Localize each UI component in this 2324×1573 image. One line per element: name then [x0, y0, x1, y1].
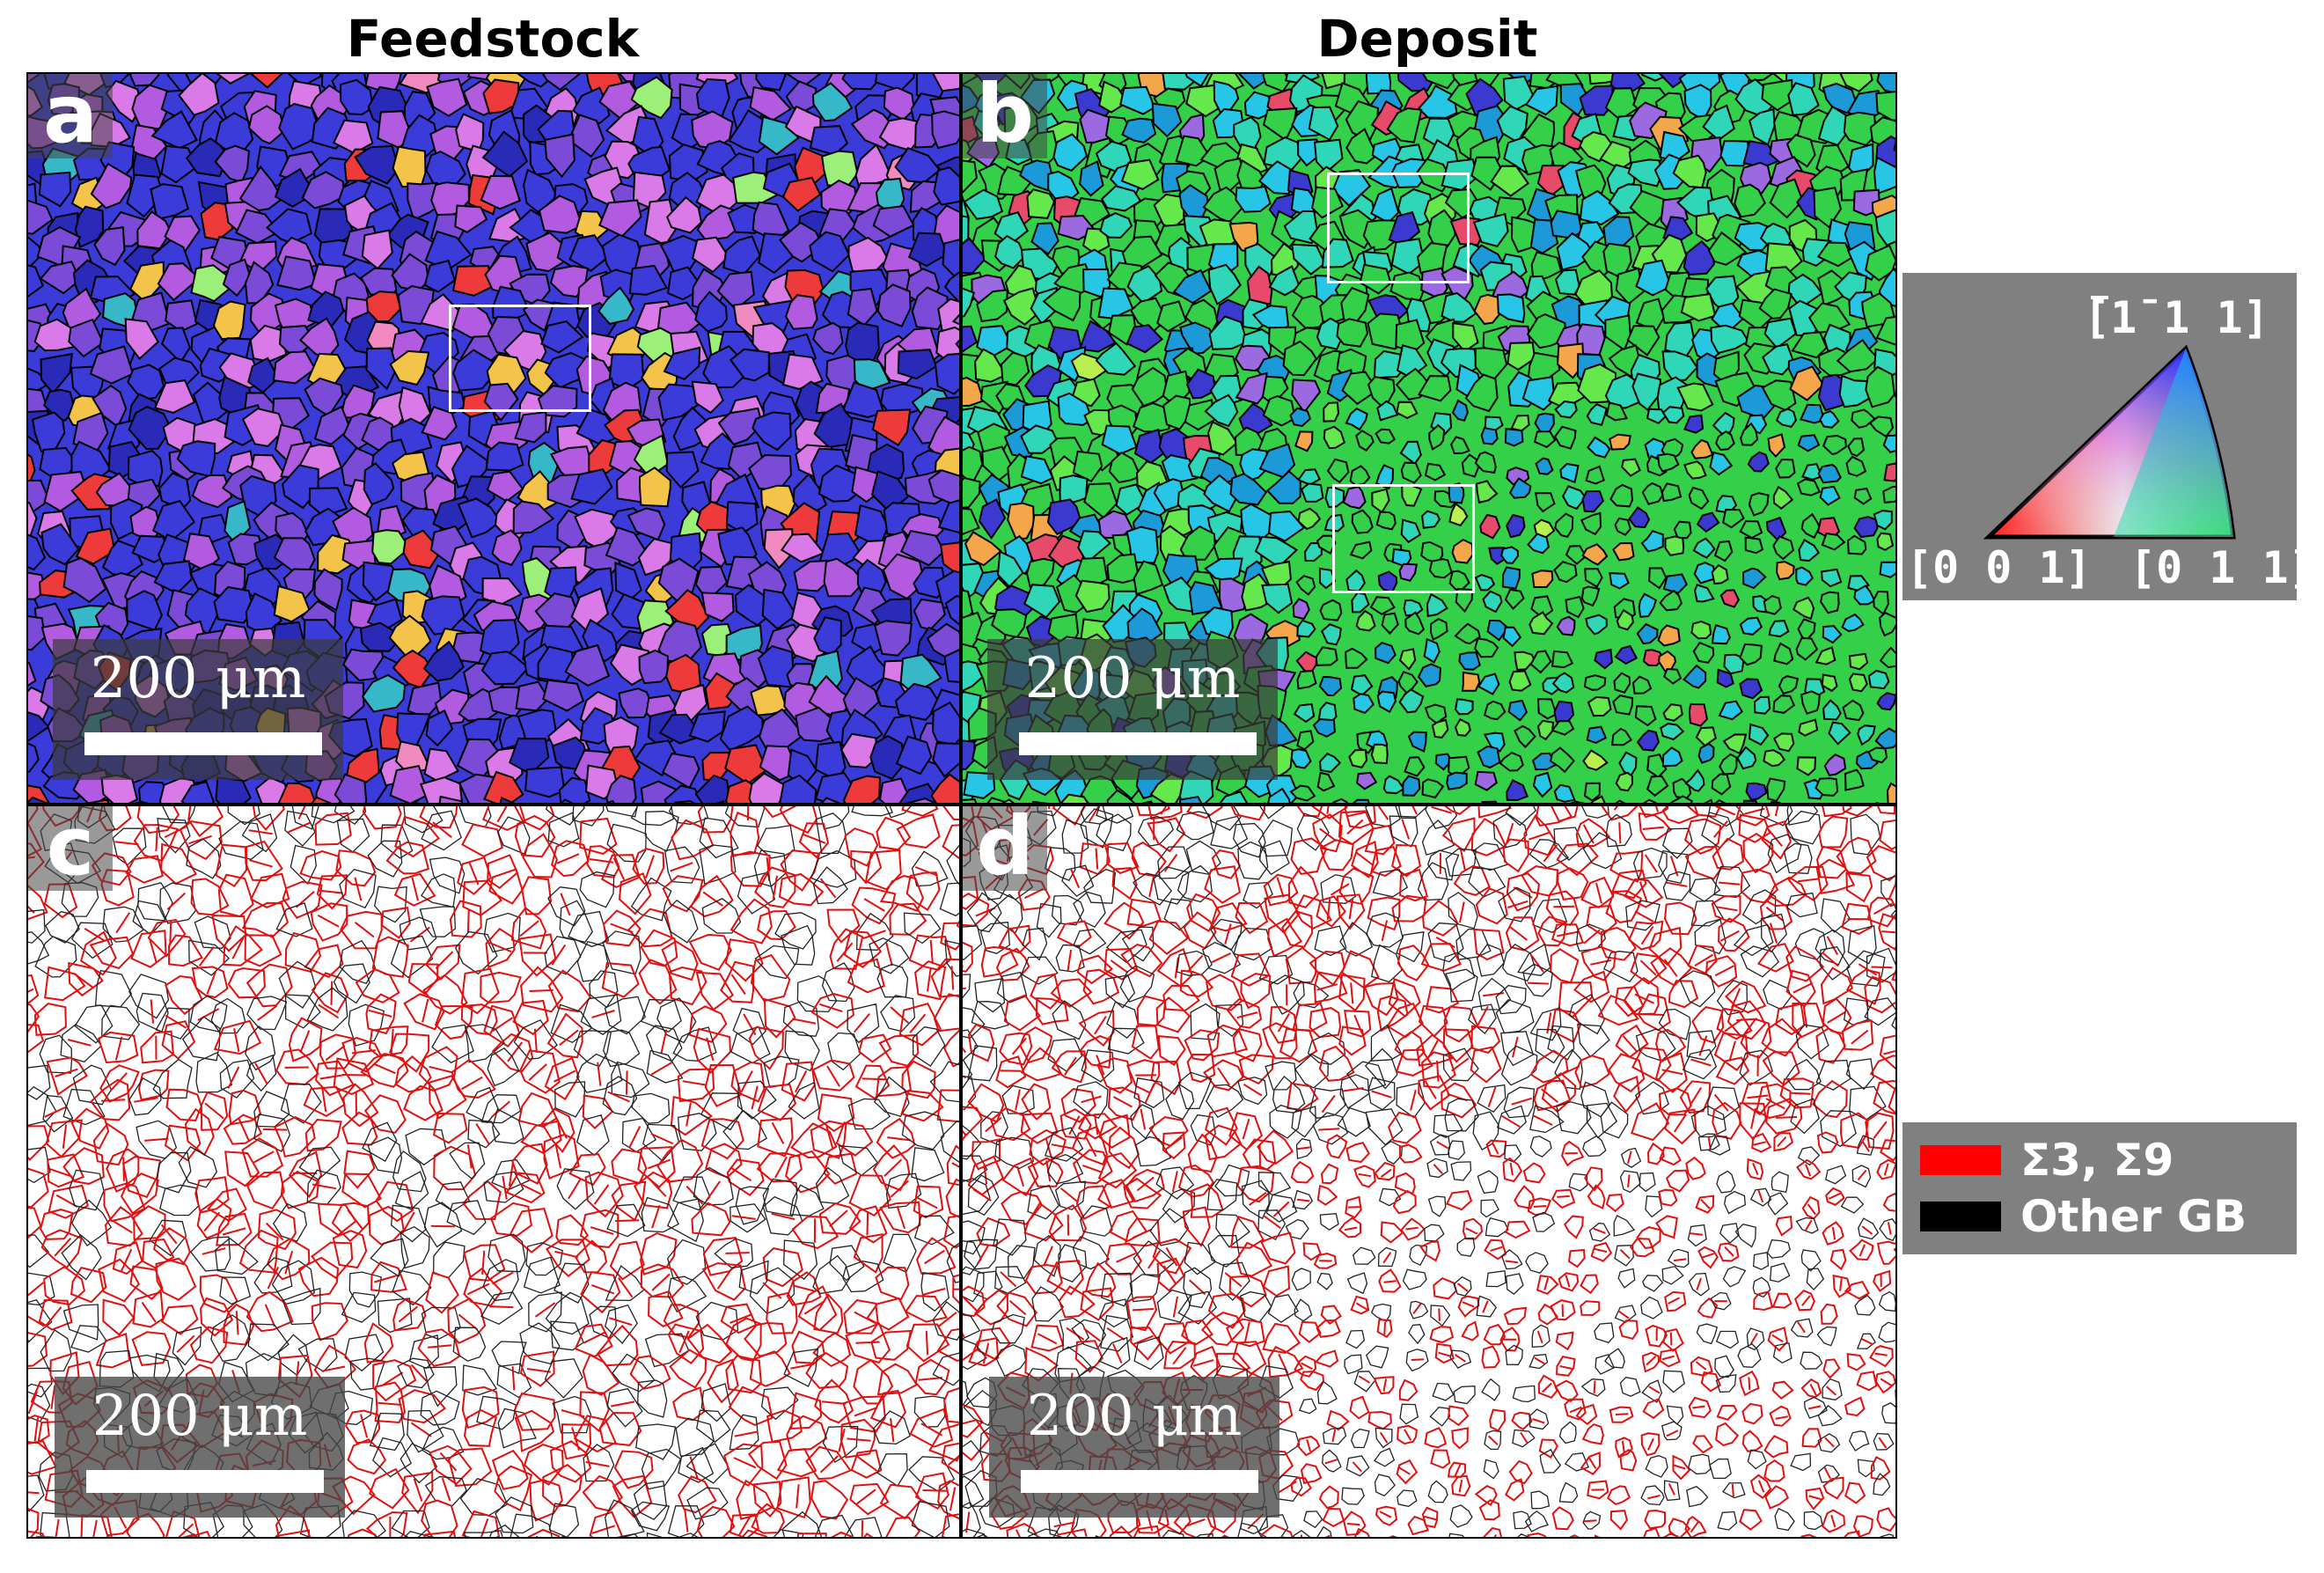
scale-bar-box: 200 μm	[55, 1377, 345, 1518]
legend-label-other-gb: Other GB	[2020, 1191, 2247, 1242]
column-title-feedstock: Feedstock	[346, 9, 640, 69]
ipf-triangle	[1983, 296, 2236, 540]
scale-bar	[84, 732, 322, 755]
scale-bar-label: 200 μm	[1024, 646, 1241, 711]
grain-boundary-legend: Σ3, Σ9 Other GB	[1902, 1122, 2297, 1254]
panel-letter-d: d	[963, 806, 1047, 891]
legend-item-sigma: Σ3, Σ9	[1920, 1135, 2174, 1186]
panel-letter-b: b	[963, 74, 1047, 158]
grain-boundary-network	[28, 806, 959, 1537]
grain-boundary-map-feedstock: c 200 μm	[26, 805, 961, 1539]
scale-bar	[1019, 732, 1257, 755]
panel-letter-a: a	[28, 74, 113, 158]
ipf-label-111: [1̄ 1 1]	[2084, 292, 2269, 343]
region-of-interest-box	[1327, 173, 1470, 283]
scale-bar-label: 200 μm	[92, 1384, 308, 1449]
scale-bar-label: 200 μm	[1026, 1384, 1243, 1449]
region-of-interest-box	[449, 305, 591, 412]
ipf-label-011: [0 1 1]	[2130, 542, 2315, 593]
scale-bar	[86, 1470, 324, 1493]
legend-item-other-gb: Other GB	[1920, 1191, 2247, 1242]
region-of-interest-box	[1332, 484, 1475, 593]
ebsd-map-feedstock-ipf: a 200 μm	[26, 72, 961, 805]
scale-bar-box: 200 μm	[989, 1377, 1279, 1518]
legend-label-sigma: Σ3, Σ9	[2020, 1135, 2174, 1186]
scale-bar-box: 200 μm	[987, 639, 1278, 780]
panel-letter-c: c	[28, 806, 113, 891]
grain-boundary-map-deposit: d 200 μm	[961, 805, 1897, 1539]
scale-bar-box: 200 μm	[53, 639, 343, 780]
scale-bar-label: 200 μm	[90, 646, 306, 711]
ipf-color-key: [1̄ 1 1] [0 0 1] [0 1 1]	[1902, 273, 2315, 600]
legend-swatch-other-gb	[1920, 1202, 2001, 1231]
column-title-deposit: Deposit	[1316, 9, 1538, 69]
legend-swatch-sigma	[1920, 1145, 2001, 1175]
ebsd-map-deposit-ipf: b 200 μm	[961, 72, 1897, 805]
scale-bar	[1021, 1470, 1258, 1493]
grain-boundary-network	[963, 806, 1895, 1537]
ipf-label-001: [0 0 1]	[1906, 542, 2092, 593]
